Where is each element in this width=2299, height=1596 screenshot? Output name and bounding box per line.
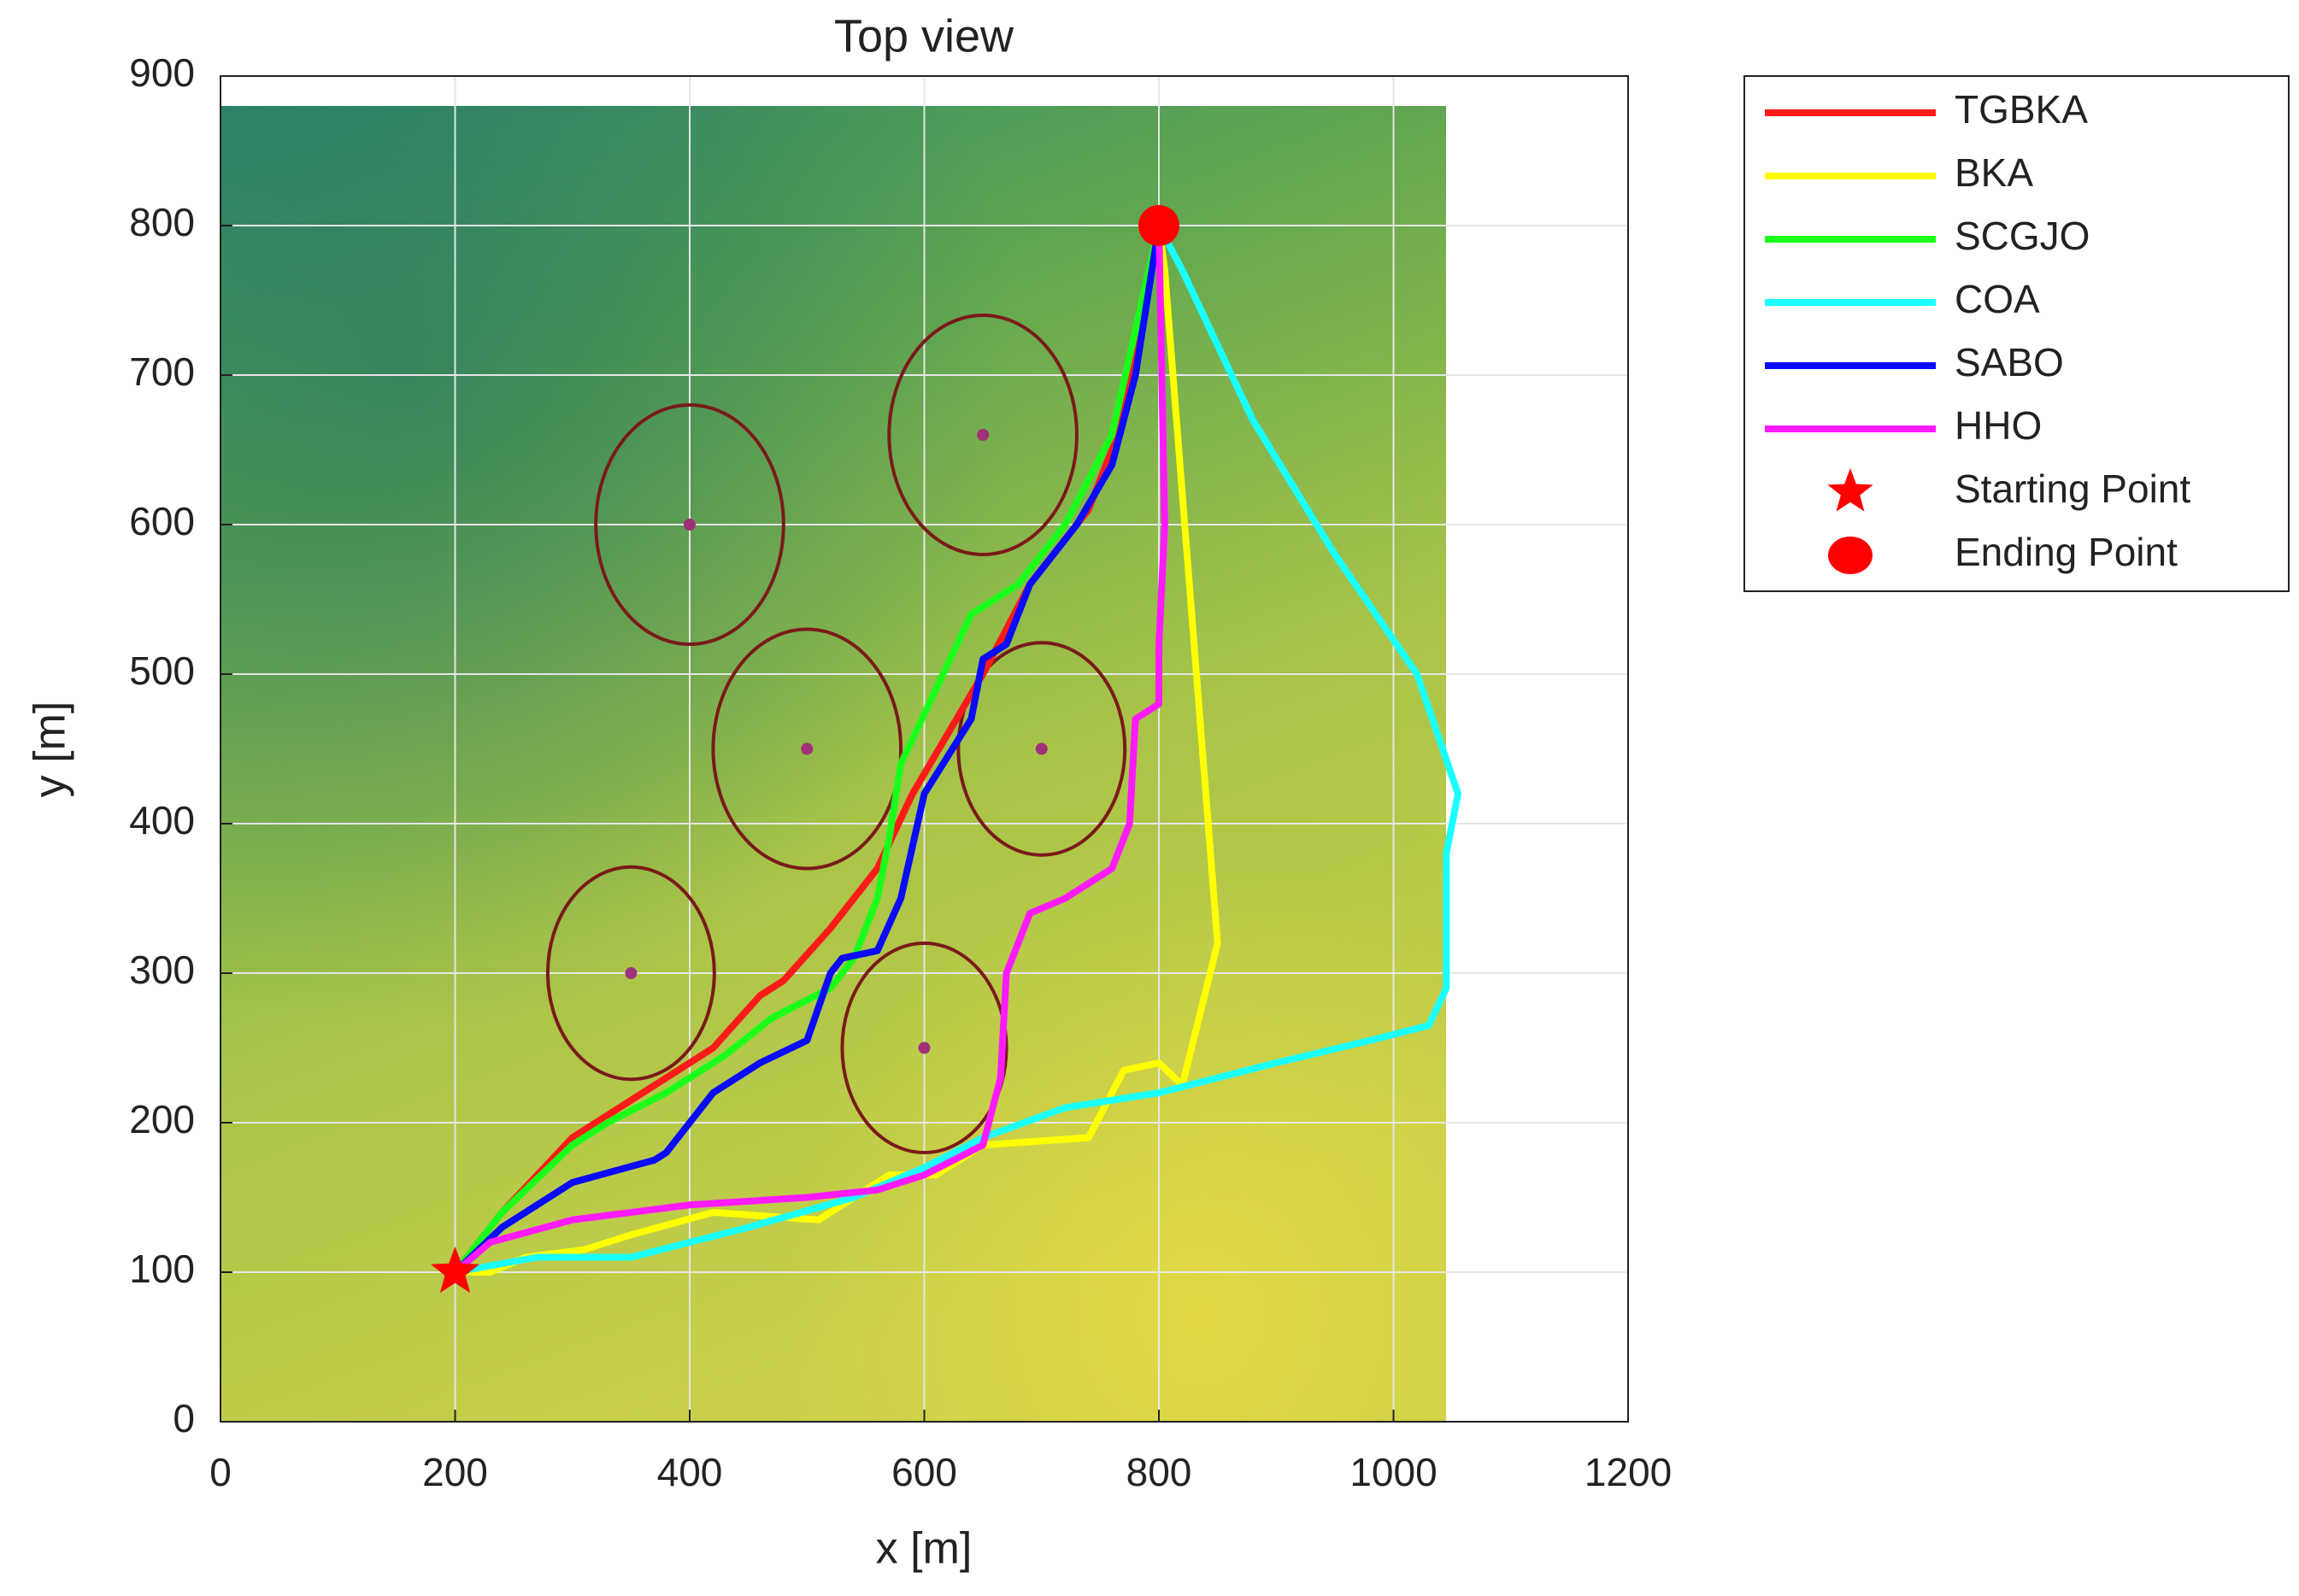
- x-tick-label: 1000: [1349, 1450, 1437, 1494]
- obstacle: [956, 641, 1127, 857]
- obstacle: [711, 627, 903, 871]
- y-tick-label: 600: [129, 499, 195, 543]
- path-line: [451, 222, 1461, 1276]
- x-tick-label: 600: [891, 1450, 957, 1494]
- obstacles: [545, 314, 1127, 1154]
- y-tick-label: 800: [129, 200, 195, 244]
- x-tick-label: 0: [209, 1450, 232, 1494]
- y-tick-label: 100: [129, 1247, 195, 1291]
- legend-label: Ending Point: [1955, 530, 2178, 574]
- obstacle-center: [1035, 742, 1048, 755]
- y-tick-label: 200: [129, 1097, 195, 1141]
- legend-swatch: [1828, 537, 1873, 574]
- y-tick-label: 400: [129, 798, 195, 842]
- end-marker: [1138, 205, 1179, 246]
- y-tick-label: 500: [129, 648, 195, 693]
- x-axis-label: x [m]: [876, 1524, 973, 1574]
- x-tick-label: 800: [1126, 1450, 1192, 1494]
- obstacle-center: [684, 519, 696, 531]
- terrain: [220, 106, 1446, 1422]
- legend-swatch: [1827, 468, 1873, 512]
- obstacle-center: [625, 967, 638, 979]
- legend-label: SCGJO: [1955, 214, 2090, 258]
- obstacle-center: [801, 742, 814, 755]
- y-axis-label: y [m]: [26, 701, 75, 798]
- x-tick-label: 400: [657, 1450, 723, 1494]
- legend-label: TGBKA: [1955, 87, 2088, 132]
- obstacle: [594, 403, 785, 646]
- legend-label: COA: [1955, 277, 2040, 321]
- obstacle-center: [977, 429, 990, 441]
- chart-title: Top view: [834, 10, 1014, 62]
- x-tick-label: 200: [422, 1450, 488, 1494]
- legend-label: HHO: [1955, 403, 2042, 448]
- start-marker: [430, 1247, 480, 1294]
- paths: [451, 222, 1461, 1276]
- y-tick-label: 700: [129, 349, 195, 394]
- legend-label: Starting Point: [1955, 466, 2190, 511]
- x-tick-label: 1200: [1585, 1450, 1672, 1494]
- legend: [1743, 75, 2290, 592]
- y-tick-label: 900: [129, 50, 195, 95]
- path-line: [451, 222, 1221, 1276]
- legend-label: BKA: [1955, 150, 2033, 195]
- path-line: [451, 222, 1162, 1276]
- legend-label: SABO: [1955, 340, 2064, 384]
- obstacle: [887, 314, 1079, 556]
- y-tick-label: 300: [129, 948, 195, 992]
- obstacle-center: [918, 1042, 931, 1054]
- obstacle: [840, 942, 1008, 1154]
- obstacle: [545, 865, 716, 1082]
- path-line: [451, 222, 1162, 1276]
- y-tick-label: 0: [173, 1396, 195, 1441]
- path-line: [451, 222, 1168, 1276]
